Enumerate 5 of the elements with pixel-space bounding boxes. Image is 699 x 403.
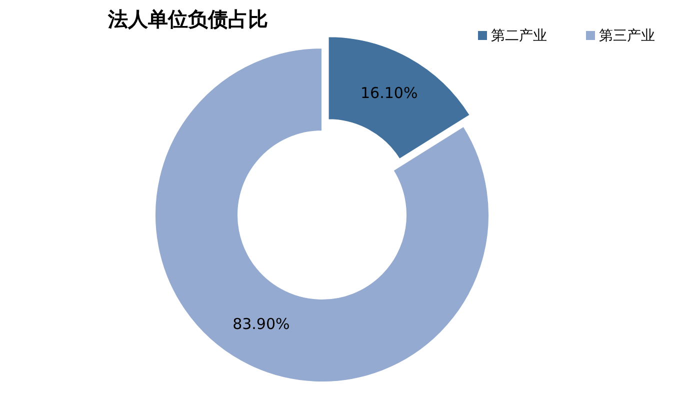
legend-label: 第三产业: [599, 28, 655, 44]
data-label: 16.10%: [360, 84, 418, 102]
data-label: 83.90%: [232, 314, 290, 333]
chart-title: 法人单位负债占比: [107, 7, 268, 31]
legend-label: 第二产业: [491, 28, 547, 44]
